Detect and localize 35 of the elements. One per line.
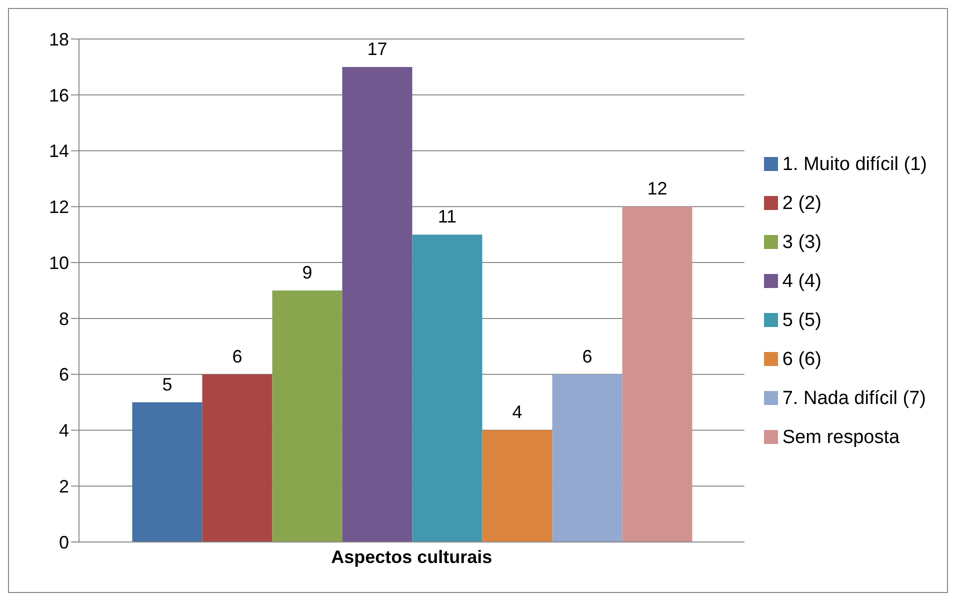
- y-tick-label: 6: [58, 364, 69, 385]
- data-label: 11: [438, 206, 457, 227]
- data-label: 12: [647, 178, 668, 199]
- y-tick-label: 10: [48, 252, 69, 273]
- y-tick-label: 18: [48, 29, 69, 50]
- bar: [552, 374, 622, 542]
- legend-label: 2 (2): [782, 192, 822, 214]
- y-tick-label: 14: [48, 141, 69, 162]
- bar: [202, 374, 272, 542]
- legend-label: 1. Muito difícil (1): [782, 154, 927, 174]
- legend-label: 3 (3): [782, 232, 822, 252]
- data-label: 9: [302, 262, 312, 282]
- bar: [622, 206, 692, 542]
- legend-label: 7. Nada difícil (7): [782, 388, 926, 408]
- y-tick-label: 12: [48, 197, 69, 218]
- legend-label: 4 (4): [782, 270, 822, 292]
- legend-label: 5 (5): [782, 310, 822, 330]
- data-label: 6: [582, 346, 592, 366]
- y-tick-label: 16: [48, 85, 69, 106]
- legend-label: 6 (6): [782, 348, 822, 370]
- bar: [482, 430, 552, 542]
- data-label: 17: [367, 38, 388, 59]
- y-tick-label: 8: [58, 308, 69, 329]
- data-label: 4: [512, 402, 522, 422]
- bar: [132, 402, 202, 542]
- legend-label: Sem resposta: [782, 426, 900, 448]
- data-label: 5: [162, 374, 172, 394]
- y-tick-label: 0: [58, 532, 69, 552]
- bar: [412, 234, 482, 542]
- y-tick-label: 2: [58, 476, 69, 496]
- x-tick-label: Aspectos culturais: [331, 546, 492, 567]
- bar: [342, 66, 412, 542]
- bar: [272, 290, 342, 542]
- data-label: 6: [232, 346, 242, 366]
- y-tick-label: 4: [58, 420, 69, 441]
